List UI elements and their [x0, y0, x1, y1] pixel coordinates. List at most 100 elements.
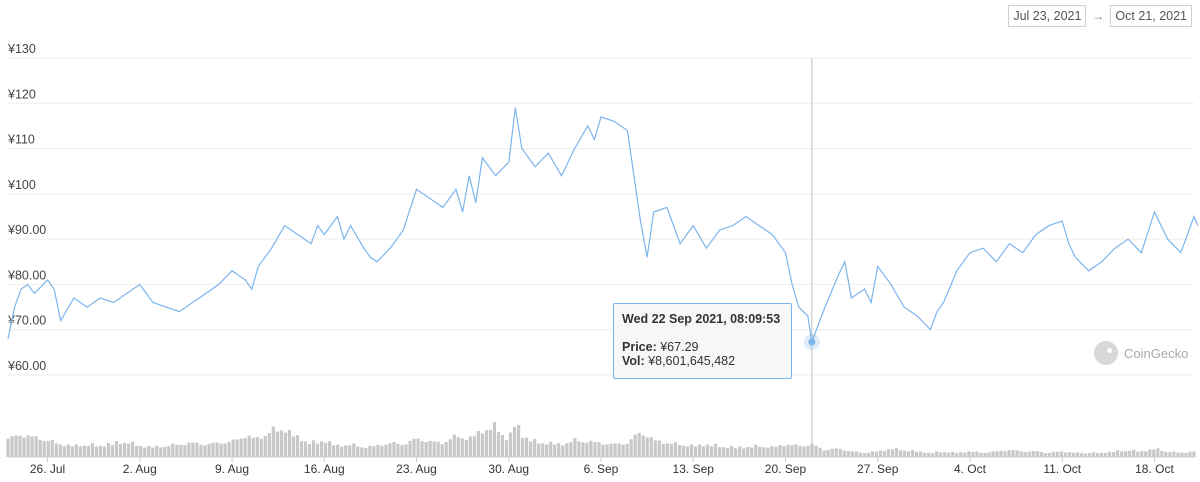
- volume-bar: [681, 445, 686, 457]
- date-range-start-field[interactable]: Jul 23, 2021: [1008, 5, 1087, 27]
- y-tick-label: ¥120: [7, 87, 36, 101]
- volume-bar: [464, 439, 468, 457]
- volume-bar: [279, 430, 283, 457]
- volume-bar: [299, 441, 304, 457]
- volume-bar: [364, 448, 368, 457]
- volume-bar: [227, 441, 231, 457]
- volume-bar: [754, 444, 758, 457]
- volume-bar: [492, 422, 497, 457]
- volume-bar: [1172, 451, 1176, 457]
- volume-bar: [906, 451, 911, 457]
- date-range-end-field[interactable]: Oct 21, 2021: [1110, 5, 1192, 27]
- volume-bar: [1003, 451, 1007, 457]
- volume-bar: [496, 431, 501, 457]
- volume-bar: [1120, 451, 1124, 457]
- volume-bar: [1063, 452, 1067, 457]
- volume-bar: [1103, 453, 1108, 457]
- volume-bar: [147, 446, 151, 457]
- volume-bar: [1031, 451, 1035, 457]
- x-tick-label: 27. Sep: [857, 462, 899, 476]
- volume-bar: [38, 439, 42, 457]
- volume-bar: [456, 437, 460, 457]
- volume-bar: [348, 445, 352, 457]
- volume-bar: [372, 446, 376, 457]
- volume-bar: [529, 441, 533, 457]
- volume-bar: [874, 451, 878, 457]
- volume-bar: [400, 445, 404, 457]
- volume-bar: [565, 443, 569, 457]
- volume-bar: [1156, 448, 1160, 457]
- volume-bar: [798, 445, 802, 457]
- x-tick-label: 23. Aug: [396, 462, 437, 476]
- volume-bar: [504, 440, 509, 457]
- volume-bar: [1152, 449, 1156, 457]
- coingecko-watermark: CoinGecko: [1094, 341, 1188, 365]
- volume-bar: [106, 443, 111, 457]
- volume-bar: [521, 437, 525, 457]
- volume-bar: [54, 443, 58, 457]
- volume-bar: [1027, 451, 1031, 457]
- volume-bar: [159, 447, 163, 457]
- volume-bar: [649, 437, 653, 457]
- volume-bar: [919, 451, 923, 457]
- volume-bar: [914, 451, 919, 457]
- volume-bar: [963, 452, 967, 457]
- volume-bar: [734, 448, 738, 457]
- tooltip-vol-label: Vol:: [622, 354, 645, 368]
- volume-bar: [303, 441, 308, 457]
- y-tick-label: ¥90.00: [7, 223, 46, 237]
- volume-bar: [822, 450, 826, 457]
- volume-bar: [94, 446, 99, 457]
- volume-bar: [384, 444, 388, 457]
- volume-bar: [838, 448, 842, 457]
- volume-bar: [332, 445, 336, 457]
- volume-bar: [1164, 451, 1168, 457]
- volume-bar: [834, 448, 838, 457]
- volume-bar: [537, 443, 541, 457]
- volume-bar: [746, 447, 750, 457]
- volume-bar: [1111, 452, 1116, 457]
- volume-bar: [235, 439, 239, 457]
- volume-bar: [959, 452, 963, 457]
- volume-bar: [255, 437, 259, 457]
- volume-bar: [617, 443, 621, 457]
- volume-bar: [750, 447, 754, 457]
- volume-bar: [730, 445, 734, 457]
- y-tick-label: ¥70.00: [7, 314, 46, 328]
- x-tick-label: 13. Sep: [673, 462, 715, 476]
- volume-bar: [98, 445, 103, 457]
- x-tick-label: 18. Oct: [1135, 462, 1174, 476]
- volume-bar: [826, 449, 830, 457]
- volume-bar: [1099, 452, 1104, 457]
- volume-bar: [1107, 451, 1112, 457]
- volume-bar: [971, 451, 975, 457]
- volume-bar: [870, 451, 874, 457]
- volume-bar: [307, 444, 312, 457]
- volume-bar: [673, 442, 677, 457]
- volume-bar: [408, 440, 412, 457]
- volume-bar: [287, 429, 292, 457]
- volume-bar: [460, 438, 464, 457]
- volume-bar: [484, 430, 489, 457]
- volume-bar: [774, 446, 778, 457]
- volume-bar: [139, 446, 143, 457]
- volume-bar: [862, 453, 866, 457]
- volume-bar: [943, 452, 947, 457]
- volume-bar: [742, 448, 746, 457]
- volume-bar: [143, 447, 147, 457]
- volume-bar: [613, 443, 617, 457]
- volume-bar: [581, 442, 585, 457]
- volume-bar: [1116, 450, 1120, 457]
- volume-bar: [18, 435, 22, 457]
- volume-bar: [315, 443, 320, 457]
- volume-bar: [758, 446, 762, 457]
- volume-bar: [709, 446, 714, 457]
- x-tick-label: 26. Jul: [30, 462, 65, 476]
- x-tick-label: 9. Aug: [215, 462, 249, 476]
- volume-bar: [30, 436, 34, 457]
- tooltip-vol-value: ¥8,601,645,482: [648, 354, 736, 368]
- volume-bar: [693, 446, 698, 457]
- tooltip-vol-row: Vol: ¥8,601,645,482: [622, 354, 783, 368]
- volume-bar: [352, 443, 356, 457]
